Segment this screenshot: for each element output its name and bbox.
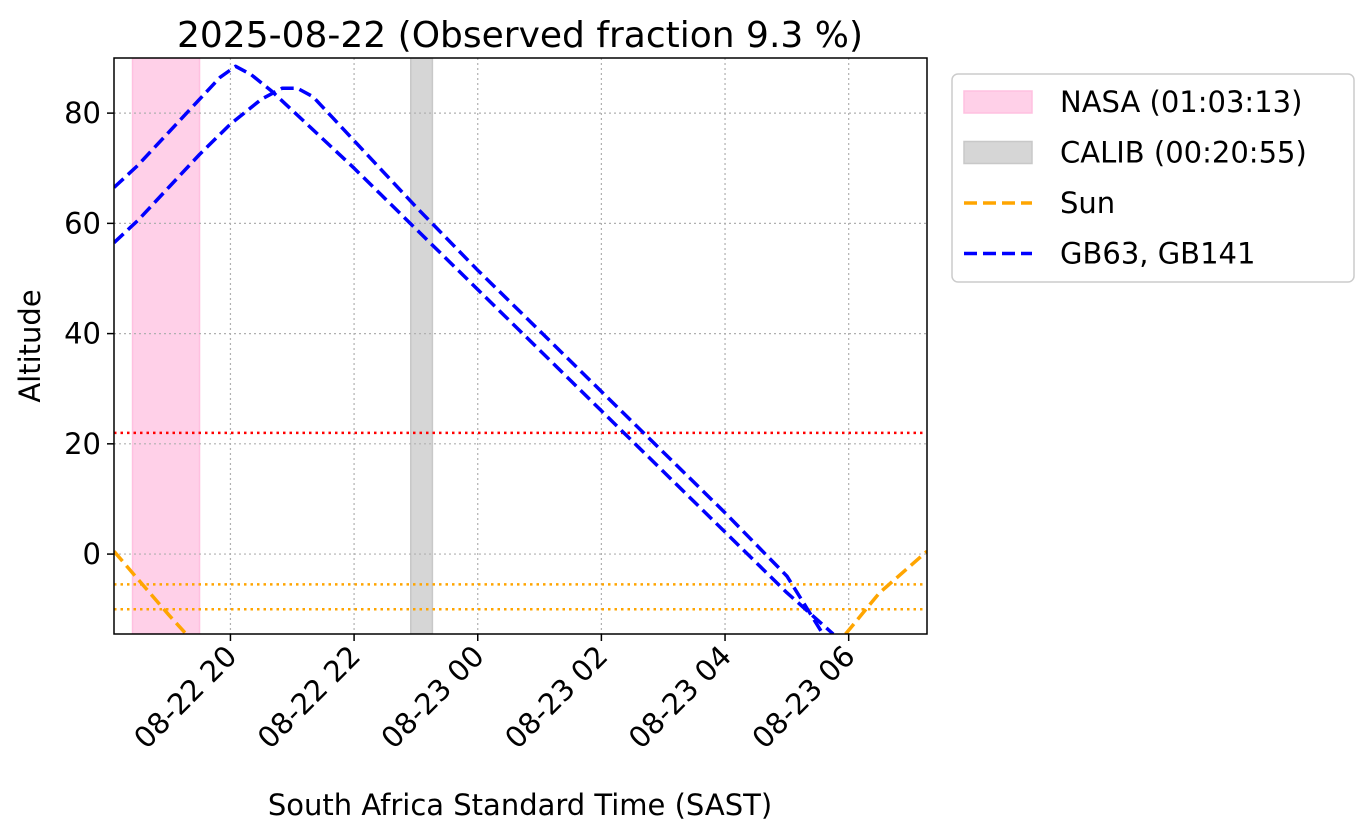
series-1-line-0: [114, 64, 835, 634]
x-tick-label-1: 08-22 22: [251, 639, 367, 755]
spans-layer: [131, 58, 434, 634]
x-tick-label-2: 08-23 00: [374, 639, 490, 755]
reference-lines: [114, 431, 927, 611]
y-tick-label-2: 40: [64, 317, 101, 351]
series-1-line-1: [114, 86, 825, 634]
plot-frame: [113, 57, 928, 635]
legend-label-3: GB63, GB141: [1060, 237, 1255, 271]
x-axis-label: South Africa Standard Time (SAST): [268, 788, 772, 822]
x-tick-label-3: 08-23 02: [498, 639, 614, 755]
y-tick-label-0: 0: [83, 537, 101, 571]
legend-label-0: NASA (01:03:13): [1060, 85, 1302, 119]
y-axis-label: Altitude: [13, 289, 47, 402]
chart-title: 2025-08-22 (Observed fraction 9.3 %): [177, 15, 863, 56]
series-0-line-1: [844, 549, 927, 634]
legend-label-2: Sun: [1060, 186, 1115, 220]
y-tick-label-1: 20: [64, 427, 101, 461]
legend-box: [951, 73, 1355, 283]
x-tick-label-4: 08-23 04: [622, 639, 738, 755]
legend: NASA (01:03:13) CALIB (00:20:55) Sun GB63, …: [951, 73, 1355, 283]
grid-layer: [114, 58, 927, 634]
y-tick-label-4: 80: [64, 96, 101, 130]
legend-swatch-1: [963, 140, 1033, 165]
y-tick-label-3: 60: [64, 206, 101, 240]
series-0-line-0: [114, 550, 188, 634]
span-1: [410, 58, 434, 634]
legend-swatch-0: [963, 90, 1033, 114]
span-0: [131, 58, 201, 634]
legend-label-1: CALIB (00:20:55): [1060, 136, 1307, 170]
series-layer: [114, 64, 927, 634]
x-tick-label-0: 08-22 20: [127, 639, 243, 755]
x-tick-label-5: 08-23 06: [745, 639, 861, 755]
